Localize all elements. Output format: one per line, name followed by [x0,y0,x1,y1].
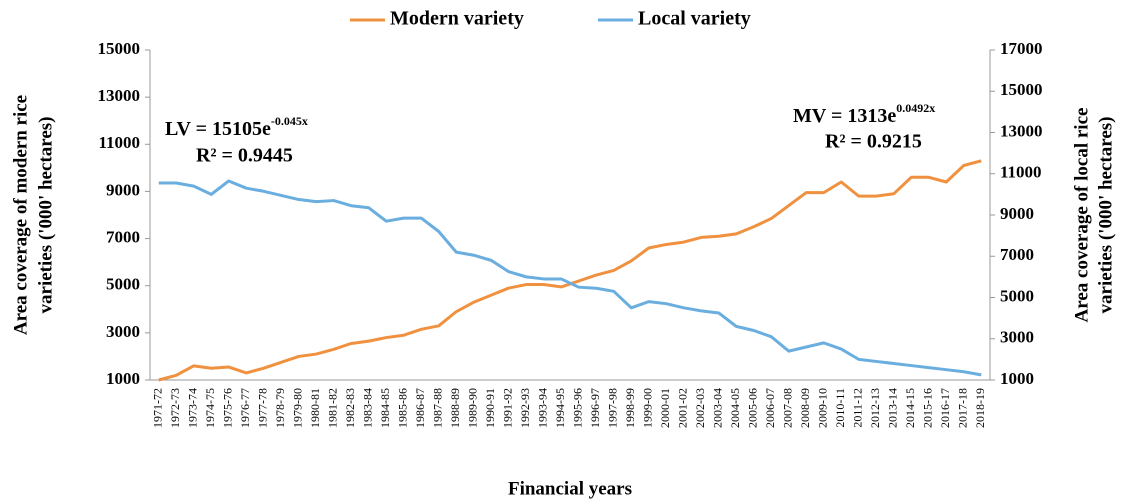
x-tick-label: 1990-91 [483,388,497,428]
x-tick-label: 1999-00 [641,388,655,428]
y2-tick-label: 15000 [1000,80,1043,99]
x-tick-label: 2003-04 [711,388,725,428]
x-tick-label: 2011-12 [851,388,865,428]
x-tick-label: 2009-10 [816,388,830,428]
x-tick-label: 2013-14 [886,388,900,428]
y2-tick-label: 7000 [1000,245,1034,264]
y-tick-label: 1000 [106,369,140,388]
x-tick-label: 1976-77 [238,388,252,428]
y2-tick-label: 13000 [1000,121,1043,140]
y2-tick-label: 9000 [1000,204,1034,223]
x-tick-label: 1979-80 [291,388,305,428]
x-tick-label: 2004-05 [728,388,742,428]
x-tick-label: 1993-94 [536,388,550,428]
y-tick-label: 11000 [98,133,140,152]
y-tick-label: 15000 [98,39,141,58]
x-tick-label: 1986-87 [413,388,427,428]
y2-tick-label: 11000 [1000,163,1042,182]
x-tick-label: 1997-98 [606,388,620,428]
x-tick-label: 1983-84 [361,388,375,428]
x-tick-label: 1988-89 [448,388,462,428]
x-tick-label: 1989-90 [466,388,480,428]
x-tick-label: 1971-72 [151,388,165,428]
x-tick-label: 1977-78 [256,388,270,428]
y-tick-label: 9000 [106,180,140,199]
x-tick-label: 1998-99 [623,388,637,428]
x-tick-label: 1981-82 [326,388,340,428]
annotation: R² = 0.9445 [196,145,293,167]
x-tick-label: 2010-11 [833,388,847,428]
x-tick-label: 1975-76 [221,388,235,428]
x-tick-label: 2016-17 [938,388,952,428]
y2-tick-label: 1000 [1000,369,1034,388]
x-tick-label: 2017-18 [956,388,970,428]
x-tick-label: 2002-03 [693,388,707,428]
y2-tick-label: 3000 [1000,328,1034,347]
legend-label: Local variety [638,8,751,30]
x-tick-label: 2006-07 [763,388,777,428]
x-tick-label: 2005-06 [746,388,760,428]
legend-label: Modern variety [390,8,524,30]
x-tick-label: 2014-15 [903,388,917,428]
x-tick-label: 2001-02 [676,388,690,428]
x-tick-label: 2007-08 [781,388,795,428]
x-tick-label: 2008-09 [798,388,812,428]
y-tick-label: 7000 [106,227,140,246]
y-axis-title: Area coverage of modern rice [10,95,31,335]
y2-tick-label: 17000 [1000,39,1043,58]
y-axis-title: varieties ('000' hectares) [35,117,56,314]
x-tick-label: 2018-19 [973,388,987,428]
x-tick-label: 1974-75 [203,388,217,428]
annotation: MV = 1313e0.0492x [793,101,935,127]
annotation: LV = 15105e-0.045x [165,114,308,140]
x-tick-label: 2000-01 [658,388,672,428]
x-tick-label: 1992-93 [518,388,532,428]
x-tick-label: 2015-16 [921,388,935,428]
x-tick-label: 1984-85 [378,388,392,428]
series-line [158,159,982,382]
y2-tick-label: 5000 [1000,286,1034,305]
x-tick-label: 1991-92 [501,388,515,428]
y2-axis-title: Area coverage of local rice [1071,108,1092,323]
annotation: R² = 0.9215 [825,131,922,153]
y2-axis-title: varieties ('000' hectares) [1095,117,1116,314]
x-tick-label: 2012-13 [868,388,882,428]
x-tick-label: 1994-95 [553,388,567,428]
x-axis-title: Financial years [508,478,632,499]
x-tick-label: 1987-88 [431,388,445,428]
x-tick-label: 1985-86 [396,388,410,428]
x-tick-label: 1980-81 [308,388,322,428]
series-line [158,179,982,377]
x-tick-label: 1982-83 [343,388,357,428]
x-tick-label: 1996-97 [588,388,602,428]
x-tick-label: 1972-73 [168,388,182,428]
x-tick-label: 1995-96 [571,388,585,428]
x-tick-label: 1978-79 [273,388,287,428]
y-tick-label: 13000 [98,86,141,105]
y-tick-label: 3000 [106,322,140,341]
x-tick-label: 1973-74 [186,388,200,428]
y-tick-label: 5000 [106,275,140,294]
